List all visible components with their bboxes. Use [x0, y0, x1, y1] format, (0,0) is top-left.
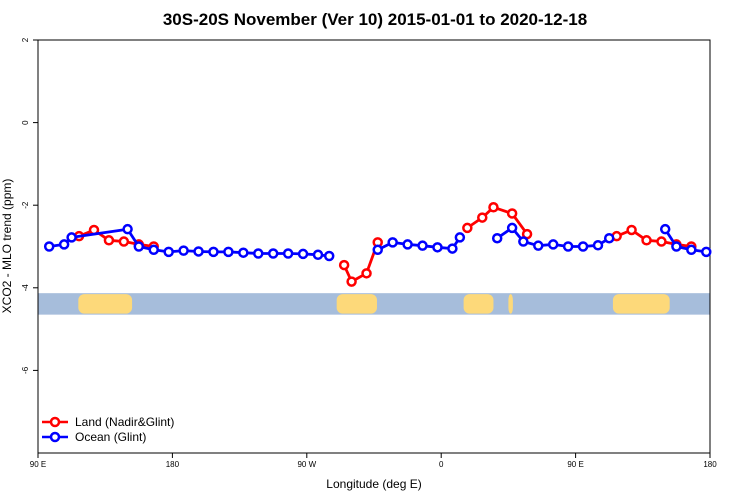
land-patch [508, 294, 513, 314]
data-point-ocean [603, 232, 615, 244]
data-point-ocean [178, 245, 189, 256]
data-point-ocean [372, 244, 383, 256]
data-point-ocean [701, 246, 712, 258]
x-tick-label: 180 [166, 460, 180, 469]
x-axis-label: Longitude (deg E) [326, 477, 421, 491]
data-point-ocean [491, 232, 503, 244]
data-point-ocean [686, 244, 697, 256]
y-tick-label: -2 [21, 201, 30, 209]
data-point-ocean [533, 240, 544, 251]
y-tick-label: 2 [21, 37, 30, 42]
data-point-land [477, 212, 488, 223]
data-point-ocean [66, 232, 77, 243]
y-tick-label: 0 [21, 120, 30, 125]
data-point-ocean [659, 223, 671, 235]
series-layer [43, 202, 712, 287]
data-point-ocean [577, 241, 589, 252]
data-point-ocean [193, 246, 204, 257]
land-patch [78, 294, 133, 314]
legend: Land (Nadir&Glint) Ocean (Glint) [42, 415, 174, 444]
data-point-ocean [432, 242, 443, 253]
legend-marker-land [49, 416, 61, 428]
data-point-ocean [417, 240, 428, 251]
data-point-land [118, 236, 130, 247]
data-point-ocean [671, 241, 682, 252]
data-point-ocean [518, 236, 529, 247]
data-point-land [338, 259, 350, 271]
data-point-land [626, 224, 637, 236]
data-point-ocean [312, 249, 324, 261]
data-point-ocean [163, 246, 174, 258]
y-tick-label: -4 [21, 284, 30, 292]
x-tick-label: 90 E [567, 460, 583, 469]
y-axis: 2 0 -2 -4 -6 [21, 37, 38, 374]
data-point-ocean [447, 243, 458, 254]
series-line-land [466, 205, 529, 235]
data-point-ocean [133, 241, 145, 252]
land-patch [463, 294, 494, 314]
data-point-ocean [506, 222, 518, 234]
legend-label-ocean: Ocean (Glint) [75, 430, 146, 444]
data-point-ocean [122, 223, 133, 235]
plot-area [37, 39, 711, 454]
data-point-land [641, 235, 652, 246]
data-point-land [103, 235, 115, 246]
data-point-ocean [562, 241, 574, 252]
legend-item-land: Land (Nadir&Glint) [42, 415, 174, 429]
chart-title: 30S-20S November (Ver 10) 2015-01-01 to … [163, 10, 587, 29]
y-axis-label: XCO2 - MLO trend (ppm) [0, 179, 14, 314]
data-point-ocean [402, 239, 413, 250]
data-point-ocean [387, 237, 398, 248]
data-point-land [656, 236, 667, 247]
series-line-ocean [664, 228, 707, 254]
data-point-ocean [208, 246, 219, 258]
y-tick-label: -6 [21, 366, 30, 374]
data-point-ocean [267, 248, 279, 259]
data-point-ocean [297, 248, 309, 260]
data-point-land [361, 268, 372, 279]
legend-item-ocean: Ocean (Glint) [42, 430, 146, 444]
data-point-ocean [282, 248, 294, 259]
data-point-land [488, 202, 499, 213]
data-point-ocean [253, 248, 264, 259]
data-point-ocean [323, 250, 335, 262]
x-tick-label: 180 [703, 460, 717, 469]
land-patch [336, 294, 377, 314]
data-point-ocean [592, 240, 604, 251]
data-point-ocean [454, 232, 466, 243]
data-point-ocean [58, 239, 70, 250]
legend-marker-ocean [49, 431, 61, 443]
data-point-ocean [238, 247, 249, 258]
legend-label-land: Land (Nadir&Glint) [75, 415, 174, 429]
x-tick-label: 90 W [297, 460, 316, 469]
land-patch [612, 294, 670, 314]
data-point-ocean [148, 244, 159, 256]
data-point-ocean [223, 246, 234, 258]
surface-band [38, 293, 710, 315]
x-tick-label: 0 [439, 460, 444, 469]
data-point-land [346, 276, 357, 287]
data-point-land [506, 208, 518, 219]
data-point-ocean [547, 239, 559, 250]
x-axis: 90 E 180 90 W 0 90 E 180 [30, 453, 717, 469]
data-point-ocean [43, 241, 55, 252]
data-point-land [462, 222, 473, 234]
x-tick-label: 90 E [30, 460, 46, 469]
series-line-land [342, 241, 380, 284]
